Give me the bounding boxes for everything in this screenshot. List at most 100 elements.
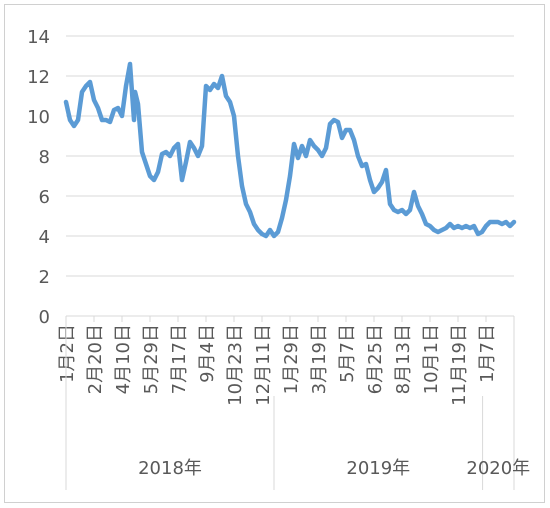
data-point bbox=[508, 224, 512, 228]
x-tick-label: 8月13日 bbox=[393, 324, 414, 394]
data-point bbox=[292, 142, 296, 146]
data-point bbox=[236, 154, 240, 158]
data-point bbox=[460, 226, 464, 230]
data-point bbox=[240, 184, 244, 188]
data-point bbox=[456, 224, 460, 228]
data-point bbox=[268, 228, 272, 232]
data-point bbox=[480, 230, 484, 234]
data-point bbox=[500, 222, 504, 226]
y-tick-label: 4 bbox=[39, 227, 50, 248]
data-point bbox=[212, 82, 216, 86]
data-point bbox=[216, 86, 220, 90]
data-point bbox=[408, 208, 412, 212]
series-line bbox=[63, 61, 517, 239]
data-point bbox=[80, 90, 84, 94]
data-point bbox=[168, 154, 172, 158]
data-point bbox=[100, 118, 104, 122]
data-point bbox=[204, 84, 208, 88]
data-point bbox=[112, 108, 116, 112]
data-point bbox=[76, 118, 80, 122]
data-point bbox=[68, 118, 72, 122]
y-tick-label: 10 bbox=[27, 107, 50, 128]
year-label: 2020年 bbox=[466, 458, 530, 479]
data-point bbox=[280, 216, 284, 220]
data-point bbox=[396, 210, 400, 214]
data-point bbox=[404, 212, 408, 216]
data-point bbox=[308, 138, 312, 142]
data-point bbox=[276, 230, 280, 234]
data-point bbox=[384, 168, 388, 172]
data-point bbox=[200, 144, 204, 148]
data-point bbox=[364, 162, 368, 166]
data-point bbox=[232, 114, 236, 118]
data-point bbox=[176, 142, 180, 146]
data-point bbox=[320, 154, 324, 158]
data-point bbox=[332, 118, 336, 122]
data-point bbox=[312, 144, 316, 148]
y-tick-label: 14 bbox=[27, 27, 50, 48]
data-point bbox=[220, 74, 224, 78]
data-point bbox=[340, 136, 344, 140]
data-point bbox=[288, 174, 292, 178]
data-point bbox=[296, 156, 300, 160]
data-point bbox=[360, 164, 364, 168]
data-point bbox=[228, 100, 232, 104]
data-point bbox=[172, 146, 176, 150]
data-point bbox=[436, 230, 440, 234]
year-label: 2019年 bbox=[346, 458, 410, 479]
data-point bbox=[304, 154, 308, 158]
data-point bbox=[133, 90, 137, 94]
data-point bbox=[504, 220, 508, 224]
data-point bbox=[444, 226, 448, 230]
data-point bbox=[352, 138, 356, 142]
data-point bbox=[116, 106, 120, 110]
data-point bbox=[72, 124, 76, 128]
data-point bbox=[412, 190, 416, 194]
data-point bbox=[388, 202, 392, 206]
data-point bbox=[104, 118, 108, 122]
data-point bbox=[416, 204, 420, 208]
data-point bbox=[344, 128, 348, 132]
data-point bbox=[284, 198, 288, 202]
data-point bbox=[476, 232, 480, 236]
x-tick-label: 1月2日 bbox=[57, 324, 78, 383]
data-point bbox=[368, 178, 372, 182]
data-point bbox=[128, 62, 132, 66]
data-point bbox=[160, 152, 164, 156]
data-point bbox=[432, 228, 436, 232]
data-point bbox=[324, 146, 328, 150]
data-point bbox=[208, 88, 212, 92]
y-tick-label: 8 bbox=[39, 147, 50, 168]
data-point bbox=[424, 222, 428, 226]
y-tick-label: 0 bbox=[39, 307, 50, 328]
data-point bbox=[468, 226, 472, 230]
data-point bbox=[140, 150, 144, 154]
x-tick-label: 2月20日 bbox=[85, 324, 106, 394]
data-point bbox=[512, 220, 516, 224]
data-point bbox=[348, 128, 352, 132]
data-point bbox=[224, 94, 228, 98]
data-point bbox=[336, 120, 340, 124]
data-point bbox=[464, 224, 468, 228]
data-point bbox=[252, 222, 256, 226]
x-tick-label: 10月1日 bbox=[421, 324, 442, 394]
data-point bbox=[392, 208, 396, 212]
data-point bbox=[496, 220, 500, 224]
data-point bbox=[448, 222, 452, 226]
data-point bbox=[316, 148, 320, 152]
data-point bbox=[428, 224, 432, 228]
data-point bbox=[376, 186, 380, 190]
x-axis: 1月2日 2月20日 4月10日 5月29日 7月17日 9月4日 10月23日 12月11日… bbox=[57, 316, 530, 490]
data-point bbox=[120, 114, 124, 118]
data-point bbox=[124, 84, 128, 88]
data-point bbox=[156, 170, 160, 174]
x-tick-label: 5月7日 bbox=[337, 324, 358, 383]
data-point bbox=[144, 162, 148, 166]
data-point bbox=[356, 154, 360, 158]
data-point bbox=[272, 234, 276, 238]
y-tick-label: 6 bbox=[39, 187, 50, 208]
data-point bbox=[180, 178, 184, 182]
y-axis-ticks: 0 2 4 6 8 10 12 14 bbox=[27, 27, 50, 328]
x-tick-label: 6月25日 bbox=[365, 324, 386, 394]
x-tick-label: 9月4日 bbox=[197, 324, 218, 383]
